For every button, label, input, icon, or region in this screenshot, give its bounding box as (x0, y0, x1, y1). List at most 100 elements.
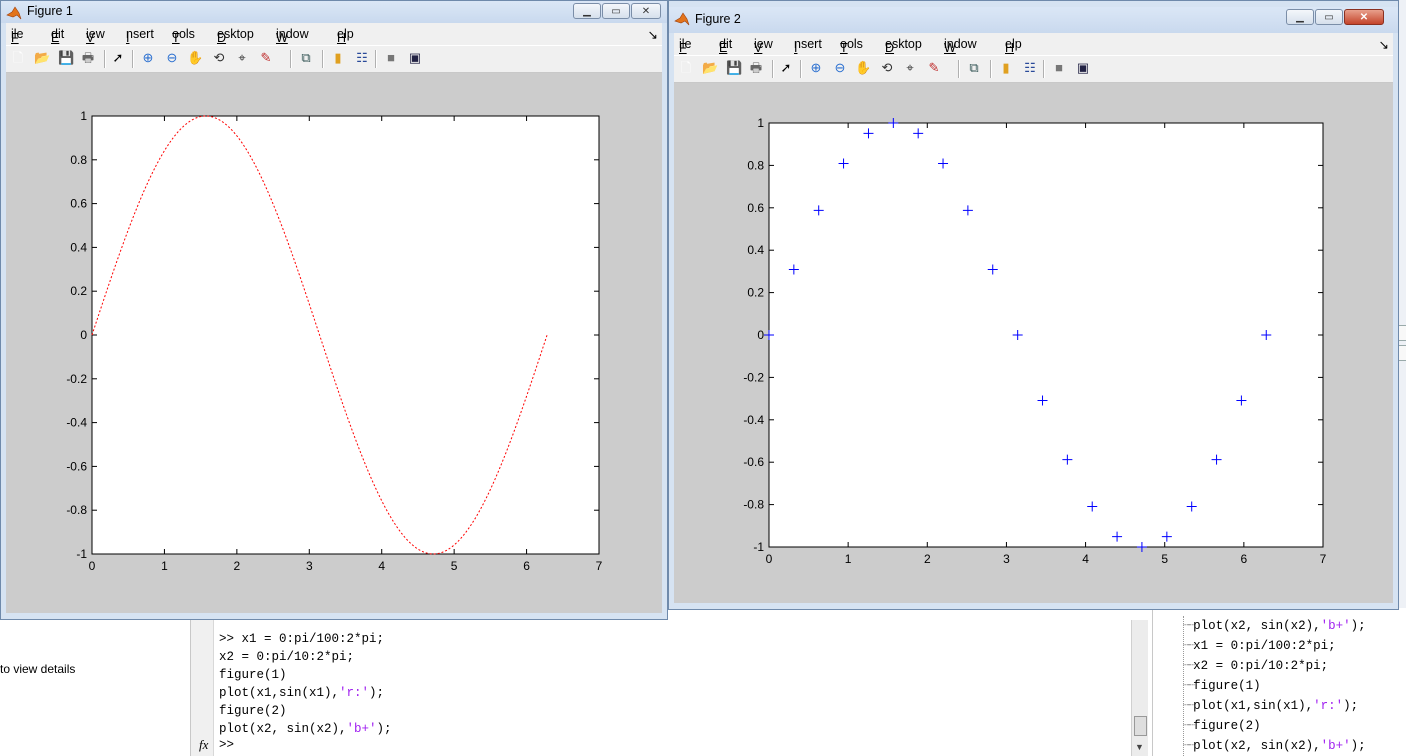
command-prompt[interactable]: >> (219, 738, 235, 752)
data-cursor-icon[interactable]: ⌖ (238, 50, 246, 65)
zoom-out-icon[interactable]: ⊖ (834, 60, 846, 75)
close-button[interactable]: ✕ (1344, 9, 1384, 25)
figure-canvas[interactable]: 0 1 2 3 4 5 6 7 1 0.8 0.6 0.4 0.2 0 -0.2 -0.4 -0.6 -0.8 -1 (674, 83, 1393, 603)
x-tick-label: 4 (378, 559, 385, 573)
details-hint: to view details (0, 662, 76, 676)
window-title: Figure 1 (27, 4, 73, 18)
axes-1[interactable]: 0 1 2 3 4 5 6 7 1 0.8 0.6 0.4 0.2 0 -0.2 -0.4 -0.6 -0.8 -1 (6, 73, 659, 613)
command-line: x2 = 0:pi/10:2*pi; (219, 650, 355, 664)
zoom-in-icon[interactable]: ⊕ (142, 50, 154, 65)
dock-arrow-icon[interactable]: ↘ (647, 28, 658, 42)
edit-plot-arrow-icon[interactable]: ➚ (112, 50, 124, 65)
minimize-button[interactable]: ▁ (573, 3, 601, 19)
open-file-icon[interactable]: 📂 (702, 60, 719, 75)
new-figure-icon[interactable]: 🗋 (680, 60, 692, 75)
colorbar-icon[interactable]: ▮ (1002, 60, 1010, 75)
y-tick-label: 1 (757, 116, 764, 130)
y-tick-label: 0 (80, 328, 87, 342)
side-tab[interactable] (1398, 345, 1406, 361)
scroll-down-arrow-icon[interactable]: ▼ (1135, 742, 1144, 752)
close-button[interactable]: ✕ (631, 3, 661, 19)
scrollbar-thumb[interactable] (1134, 716, 1147, 736)
y-tick-label: 0.8 (747, 158, 764, 172)
pan-hand-icon[interactable]: ✋ (187, 50, 204, 65)
figure-canvas[interactable]: 0 1 2 3 4 5 6 7 1 0.8 0.6 0.4 0.2 0 -0.2 -0.4 -0.6 -0.8 -1 (6, 73, 662, 613)
toolbar-separator (375, 50, 377, 68)
dock-arrow-icon[interactable]: ↘ (1378, 38, 1389, 52)
zoom-in-icon[interactable]: ⊕ (810, 60, 822, 75)
save-icon[interactable]: 💾 (58, 50, 75, 65)
link-plot-icon[interactable]: ⧉ (301, 50, 311, 65)
axes-2[interactable]: 0 1 2 3 4 5 6 7 1 0.8 0.6 0.4 0.2 0 -0.2 -0.4 -0.6 -0.8 -1 (674, 83, 1393, 603)
open-file-icon[interactable]: 📂 (34, 50, 51, 65)
maximize-button[interactable]: ▭ (1315, 9, 1343, 25)
edit-plot-arrow-icon[interactable]: ➚ (780, 60, 792, 75)
pan-hand-icon[interactable]: ✋ (855, 60, 872, 75)
plus-marker (1037, 395, 1048, 406)
plus-marker (938, 158, 949, 169)
command-line: figure(2) (219, 704, 287, 718)
brush-icon[interactable]: ✎ (928, 60, 940, 75)
plus-marker (1087, 501, 1098, 512)
command-gutter (191, 620, 214, 756)
window-controls: ▁ ▭ ✕ (1286, 9, 1384, 27)
data-cursor-icon[interactable]: ⌖ (906, 60, 914, 75)
y-tick-label: 0.2 (747, 286, 764, 300)
command-window[interactable]: >> x1 = 0:pi/100:2*pi; x2 = 0:pi/10:2*pi;… (190, 620, 1149, 756)
legend-icon[interactable]: ☷ (356, 50, 368, 65)
legend-icon[interactable]: ☷ (1024, 60, 1036, 75)
save-icon[interactable]: 💾 (726, 60, 743, 75)
x-tick-label: 7 (596, 559, 603, 573)
plus-marker (1062, 454, 1073, 465)
zoom-out-icon[interactable]: ⊖ (166, 50, 178, 65)
print-icon[interactable]: 🖶 (81, 50, 95, 65)
side-tab[interactable] (1398, 325, 1406, 341)
rotate-3d-icon[interactable]: ⟲ (881, 60, 893, 75)
history-item: x1 = 0:pi/100:2*pi; (1183, 636, 1366, 656)
new-figure-icon[interactable]: 🗋 (12, 50, 24, 65)
show-plot-tools-icon[interactable]: ▣ (1076, 60, 1090, 75)
history-item: plot(x2, sin(x2),'b+'); (1183, 736, 1366, 756)
history-item: plot(x2, sin(x2),'b+'); (1183, 616, 1366, 636)
x-tick-label: 1 (845, 552, 852, 566)
print-icon[interactable]: 🖶 (749, 60, 763, 75)
x-tick-label: 5 (451, 559, 458, 573)
rotate-3d-icon[interactable]: ⟲ (213, 50, 225, 65)
brush-icon[interactable]: ✎ (260, 50, 272, 65)
plus-marker (863, 128, 874, 139)
colorbar-icon[interactable]: ▮ (334, 50, 342, 65)
plus-marker (1261, 330, 1272, 340)
hide-plot-tools-icon[interactable]: ■ (387, 50, 395, 65)
title-bar[interactable]: Figure 2 ▁ ▭ ✕ (669, 7, 1398, 33)
command-scrollbar[interactable]: ▼ (1131, 620, 1148, 756)
matlab-logo-icon (674, 12, 690, 26)
minimize-button[interactable]: ▁ (1286, 9, 1314, 25)
y-tick-label: -0.4 (743, 413, 764, 427)
y-tick-label: 0.6 (747, 201, 764, 215)
plus-marker (1112, 531, 1123, 542)
title-bar[interactable]: Figure 1 ▁ ▭ ✕ (1, 1, 667, 23)
maximize-button[interactable]: ▭ (602, 3, 630, 19)
show-plot-tools-icon[interactable]: ▣ (408, 50, 422, 65)
fx-icon[interactable]: fx (199, 737, 209, 752)
hide-plot-tools-icon[interactable]: ■ (1055, 60, 1063, 75)
link-plot-icon[interactable]: ⧉ (969, 60, 979, 75)
